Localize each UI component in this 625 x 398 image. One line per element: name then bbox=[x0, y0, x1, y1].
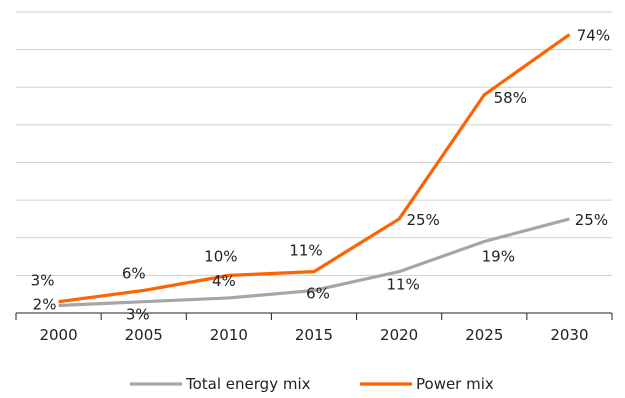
x-tick-label: 2005 bbox=[125, 326, 163, 344]
gridlines bbox=[16, 11, 612, 276]
x-tick-label: 2030 bbox=[550, 326, 588, 344]
data-labels: 2% 3% 4% 6% 11% 19% 25% 3% 6% 10% 11% 25% 58% 74% bbox=[31, 27, 610, 324]
series-line-0 bbox=[58, 217, 570, 308]
data-label: 19% bbox=[482, 248, 515, 266]
data-label: 25% bbox=[575, 211, 608, 229]
data-label: 58% bbox=[494, 89, 527, 107]
legend-label: Total energy mix bbox=[185, 375, 311, 393]
x-tick-label: 2025 bbox=[465, 326, 503, 344]
data-label: 10% bbox=[204, 247, 237, 265]
legend-label: Power mix bbox=[416, 375, 494, 393]
x-tick-label: 2015 bbox=[295, 326, 333, 344]
data-label: 3% bbox=[31, 272, 55, 290]
x-tick-label: 2020 bbox=[380, 326, 418, 344]
legend: Total energy mix Power mix bbox=[130, 375, 494, 393]
data-label: 6% bbox=[122, 264, 146, 282]
x-tick-label: 2010 bbox=[210, 326, 248, 344]
data-label: 11% bbox=[386, 276, 419, 294]
data-label: 6% bbox=[306, 284, 330, 302]
series-line-1 bbox=[58, 33, 571, 304]
data-label: 2% bbox=[33, 295, 57, 313]
data-label: 11% bbox=[289, 242, 322, 260]
x-axis: 2000 2005 2010 2015 2020 2025 2030 bbox=[15, 312, 613, 344]
data-label: 3% bbox=[126, 306, 150, 324]
x-tick-label: 2000 bbox=[39, 326, 77, 344]
data-label: 74% bbox=[577, 27, 610, 45]
data-label: 25% bbox=[406, 211, 439, 229]
series-lines bbox=[58, 33, 571, 308]
data-label: 4% bbox=[212, 272, 236, 290]
